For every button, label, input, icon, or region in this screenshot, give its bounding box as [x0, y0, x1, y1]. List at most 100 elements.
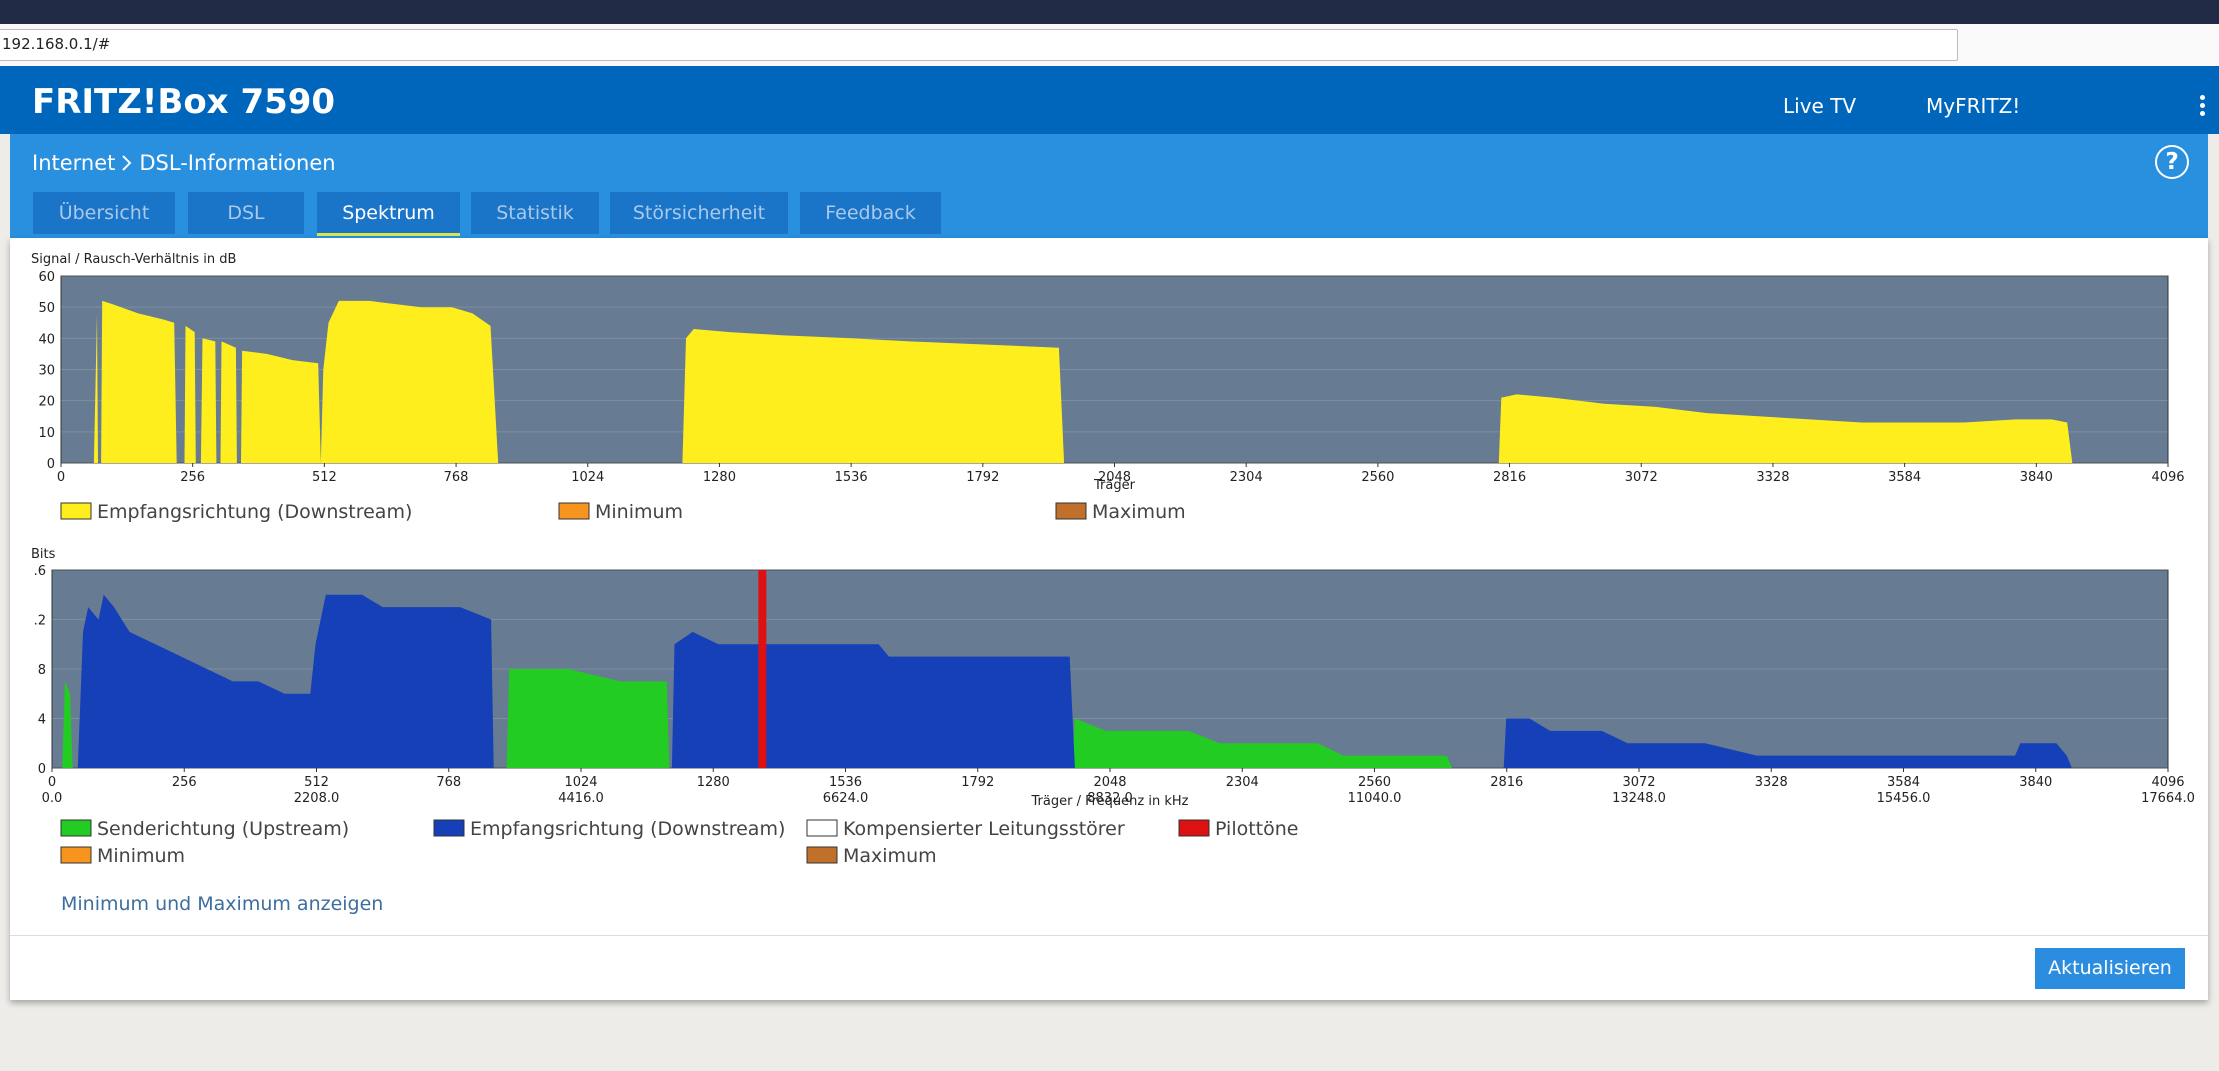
x-tick-label: 2816 — [1493, 470, 1526, 485]
area — [93, 300, 2073, 463]
x-tick-label: 2304 — [1230, 470, 1263, 485]
header — [0, 66, 2219, 134]
legend-swatch — [806, 846, 838, 864]
x2-tick-label: 0.0 — [42, 791, 63, 806]
legend-swatch — [60, 502, 92, 520]
tab[interactable]: Spektrum — [317, 192, 460, 236]
x-tick-label: 3328 — [1756, 470, 1789, 485]
x-tick-label: 2816 — [1490, 775, 1523, 790]
legend-label: Pilottöne — [1215, 818, 1298, 840]
nav-link[interactable]: MyFRITZ! — [1926, 94, 2021, 118]
y-tick-label: .2 — [34, 614, 46, 629]
url-field[interactable] — [0, 29, 1958, 61]
y-tick-label: 60 — [38, 270, 55, 285]
toggle-link[interactable]: Minimum und Maximum anzeigen — [61, 893, 384, 915]
area — [77, 594, 2072, 768]
x-tick-label: 0 — [48, 775, 56, 790]
refresh-button[interactable]: Aktualisieren — [2035, 948, 2185, 989]
tab[interactable]: DSL — [188, 192, 304, 234]
legend-swatch — [433, 819, 465, 837]
legend-label: Maximum — [1092, 501, 1186, 523]
x-tick-label: 2048 — [1093, 775, 1126, 790]
x-tick-label: 1536 — [835, 470, 868, 485]
x-tick-label: 2048 — [1098, 470, 1131, 485]
y-tick-label: 8 — [38, 663, 46, 678]
legend-label: Minimum — [97, 845, 185, 867]
x-tick-label: 1792 — [961, 775, 994, 790]
y-tick-label: 0 — [38, 762, 46, 777]
x-tick-label: 0 — [57, 470, 65, 485]
x2-tick-label: 4416.0 — [558, 791, 604, 806]
x-tick-label: 3328 — [1755, 775, 1788, 790]
legend-label: Kompensierter Leitungsstörer — [843, 818, 1125, 840]
nav-link[interactable]: Live TV — [1783, 94, 1857, 118]
x-tick-label: 2560 — [1361, 470, 1394, 485]
window-bar — [0, 0, 2219, 24]
legend-label: Minimum — [595, 501, 683, 523]
x-tick-label: 1792 — [966, 470, 999, 485]
y-axis-label: Signal / Rausch-Verhältnis in dB — [31, 252, 236, 267]
y-tick-label: 4 — [38, 713, 46, 728]
x2-tick-label: 11040.0 — [1348, 791, 1402, 806]
x2-tick-label: 15456.0 — [1877, 791, 1931, 806]
x-tick-label: 1280 — [697, 775, 730, 790]
tab[interactable]: Feedback — [800, 192, 941, 234]
y-tick-label: .6 — [34, 564, 46, 579]
legend-label: Maximum — [843, 845, 937, 867]
tab[interactable]: Statistik — [471, 192, 599, 234]
chevron — [122, 155, 132, 171]
x-tick-label: 4096 — [2151, 775, 2184, 790]
x2-tick-label: 17664.0 — [2141, 791, 2195, 806]
crumb[interactable]: Internet — [32, 151, 116, 175]
x-tick-label: 4096 — [2151, 470, 2184, 485]
url[interactable]: 192.168.0.1/# — [2, 35, 111, 53]
x-tick-label: 768 — [444, 470, 469, 485]
title: FRITZ!Box 7590 — [32, 82, 336, 122]
x-tick-label: 256 — [180, 470, 205, 485]
legend-swatch — [60, 819, 92, 837]
x-tick-label: 256 — [172, 775, 197, 790]
y-tick-label: 0 — [47, 457, 55, 472]
separator — [10, 935, 2208, 936]
x-axis-label: Träger / Frequenz in kHz — [1031, 794, 1189, 809]
x-tick-label: 3072 — [1625, 470, 1658, 485]
pilot-bar — [758, 570, 767, 768]
x-tick-label: 1280 — [703, 470, 736, 485]
y-axis-label: Bits — [31, 547, 56, 562]
legend-swatch — [558, 502, 590, 520]
crumb: DSL-Informationen — [139, 151, 336, 175]
y-tick-label: 40 — [38, 332, 55, 347]
x-tick-label: 768 — [436, 775, 461, 790]
menu-icon[interactable] — [2200, 95, 2206, 117]
x-tick-label: 1536 — [829, 775, 862, 790]
legend-swatch — [1178, 819, 1210, 837]
x-tick-label: 2560 — [1358, 775, 1391, 790]
x2-tick-label: 2208.0 — [294, 791, 340, 806]
x-tick-label: 2304 — [1226, 775, 1259, 790]
x-tick-label: 1024 — [564, 775, 597, 790]
x2-tick-label: 13248.0 — [1612, 791, 1666, 806]
x-tick-label: 512 — [304, 775, 329, 790]
x-tick-label: 1024 — [571, 470, 604, 485]
x-tick-label: 3584 — [1887, 775, 1920, 790]
legend-label: Empfangsrichtung (Downstream) — [470, 818, 785, 840]
tab[interactable]: Übersicht — [33, 192, 175, 234]
tab[interactable]: Störsicherheit — [610, 192, 788, 234]
legend-swatch — [1055, 502, 1087, 520]
legend-label: Empfangsrichtung (Downstream) — [97, 501, 412, 523]
x-tick-label: 512 — [312, 470, 337, 485]
y-tick-label: 10 — [38, 426, 55, 441]
x2-tick-label: 6624.0 — [823, 791, 869, 806]
x-tick-label: 3840 — [2020, 470, 2053, 485]
help-button[interactable]: ? — [2155, 145, 2189, 179]
x2-tick-label: 8832.0 — [1087, 791, 1133, 806]
legend-swatch — [806, 819, 838, 837]
y-tick-label: 30 — [38, 364, 55, 379]
x-tick-label: 3840 — [2019, 775, 2052, 790]
legend-label: Senderichtung (Upstream) — [97, 818, 349, 840]
x-tick-label: 3072 — [1622, 775, 1655, 790]
area — [62, 669, 1452, 768]
breadcrumb: Internet DSL-Informationen — [32, 151, 336, 175]
